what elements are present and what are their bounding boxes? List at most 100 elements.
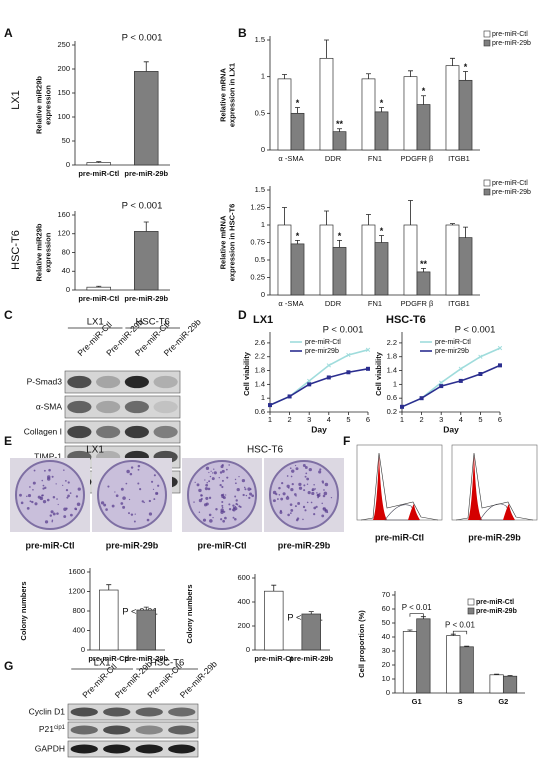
y-tick-label: 1200 [68, 586, 85, 595]
point [346, 352, 351, 358]
error-bar [365, 73, 371, 79]
y-tick-label: 20 [382, 660, 390, 669]
point [346, 370, 351, 375]
colony [251, 494, 255, 498]
colony [234, 478, 237, 481]
y-tick-label: 1 [261, 393, 265, 402]
colony [193, 501, 195, 503]
bar [277, 78, 292, 151]
colony [272, 499, 276, 503]
y-tick-label: 0.5 [255, 255, 265, 264]
error-bar [463, 226, 469, 238]
error-bar [463, 71, 469, 81]
bar [459, 646, 474, 694]
colony [156, 492, 158, 495]
panel-letter: G [4, 659, 13, 673]
error-bar [449, 223, 455, 225]
blot-band [96, 425, 121, 439]
colony [205, 496, 209, 500]
error-bar [464, 645, 470, 647]
blot-band [153, 425, 178, 439]
g1-peak [373, 453, 387, 520]
bar [86, 286, 111, 291]
colony [29, 486, 31, 488]
g2-peak [408, 504, 420, 520]
bar [416, 618, 431, 694]
y-tick-label: 2.2 [255, 352, 265, 361]
colony [326, 511, 329, 514]
colony [279, 509, 282, 513]
bar [264, 590, 284, 651]
colony [47, 475, 51, 479]
error-bar [337, 128, 343, 132]
colony [290, 475, 293, 478]
group-label: HSC-T6 [150, 658, 184, 669]
colony [234, 505, 237, 508]
colony [157, 484, 160, 487]
significance: * [464, 62, 468, 72]
colony [317, 493, 321, 498]
colony [27, 493, 32, 498]
colony [298, 482, 302, 487]
error-bar [323, 39, 329, 59]
y-axis-label: Cell viability [374, 351, 383, 396]
point [498, 363, 502, 368]
blot-band [135, 725, 163, 735]
colony [244, 488, 247, 491]
blot-strip [64, 395, 181, 419]
colony [50, 510, 54, 514]
colony [128, 498, 131, 501]
colony [208, 471, 210, 474]
colony [41, 479, 44, 482]
point [419, 396, 424, 401]
y-tick-label: 1 [261, 220, 265, 229]
colony [49, 514, 52, 517]
colony [219, 483, 222, 487]
error-bar [379, 235, 385, 243]
legend-label: pre-miR-29b [476, 608, 517, 615]
point [458, 378, 463, 383]
colony [286, 475, 289, 477]
colony [304, 466, 308, 469]
colony [243, 486, 246, 489]
row-label: Cyclin D1 [29, 706, 66, 716]
colony [51, 520, 53, 523]
colony [143, 501, 145, 504]
colony [286, 495, 289, 497]
x-tick-label: S [457, 697, 462, 706]
colony [278, 486, 281, 490]
point [439, 380, 444, 385]
error-bar [407, 200, 413, 225]
colony [313, 513, 316, 516]
panel-letter: D [238, 308, 247, 322]
x-tick-label: pre-miR-29b [289, 654, 333, 663]
colony [215, 508, 218, 511]
bar [458, 79, 473, 151]
y-axis-label: Colony numbers [185, 584, 194, 643]
colony [42, 487, 45, 490]
histogram-frame [451, 444, 538, 521]
blot-band [70, 725, 98, 735]
colony [315, 505, 318, 508]
y-tick-label: 0.6 [255, 407, 265, 416]
y-tick-label: 1.8 [255, 366, 265, 375]
p-value: P < 0.01 [402, 603, 432, 612]
colony [209, 519, 213, 523]
colony [313, 506, 317, 510]
blot-band [67, 375, 92, 389]
colony [148, 512, 153, 516]
colony [311, 491, 315, 496]
colony [302, 518, 304, 521]
colony [226, 468, 228, 471]
y-tick-label: 1.8 [387, 352, 397, 361]
y-tick-label: 40 [382, 632, 390, 641]
colony [242, 493, 245, 497]
colony [120, 502, 124, 505]
chart-title: LX1 [10, 90, 22, 110]
row-label: P-Smad3 [27, 376, 63, 386]
colony [77, 487, 81, 491]
colony [126, 469, 130, 474]
error-bar [323, 210, 329, 225]
colony [290, 488, 294, 492]
x-tick-label: pre-miR-Ctl [78, 294, 119, 303]
